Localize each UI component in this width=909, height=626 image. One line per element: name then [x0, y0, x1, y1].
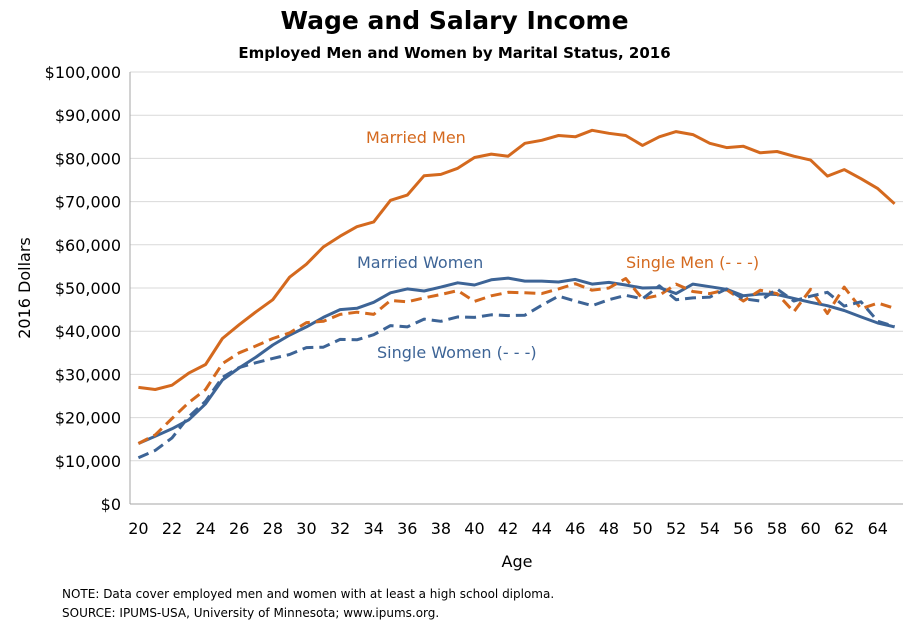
y-tick-label: $50,000	[55, 279, 121, 298]
y-tick-label: $40,000	[55, 322, 121, 341]
x-tick-label: 44	[532, 519, 552, 538]
x-tick-label: 22	[162, 519, 182, 538]
x-tick-label: 62	[834, 519, 854, 538]
x-tick-label: 30	[296, 519, 316, 538]
chart-title: Wage and Salary Income	[280, 6, 629, 35]
y-tick-label: $80,000	[55, 149, 121, 168]
x-tick-label: 36	[397, 519, 417, 538]
x-tick-label: 58	[767, 519, 787, 538]
y-tick-label: $60,000	[55, 236, 121, 255]
x-tick-label: 20	[128, 519, 148, 538]
x-axis-label: Age	[502, 552, 533, 571]
y-tick-label: $70,000	[55, 193, 121, 212]
annotation-married-men: Married Men	[366, 128, 466, 147]
x-tick-label: 32	[330, 519, 350, 538]
x-tick-label: 60	[800, 519, 820, 538]
y-tick-label: $10,000	[55, 452, 121, 471]
x-tick-label: 50	[632, 519, 652, 538]
y-axis-label: 2016 Dollars	[15, 237, 34, 339]
x-tick-label: 26	[229, 519, 249, 538]
y-axis-ticks: $0 $10,000 $20,000 $30,000 $40,000 $50,000 $60…	[45, 63, 121, 514]
x-tick-label: 48	[599, 519, 619, 538]
annotation-single-men: Single Men (- - -)	[626, 253, 759, 272]
x-tick-label: 54	[700, 519, 720, 538]
series-lines	[137, 128, 896, 460]
series-line-single-men	[137, 277, 896, 445]
gridlines	[130, 71, 903, 462]
annotation-married-women: Married Women	[357, 253, 483, 272]
x-tick-label: 64	[868, 519, 888, 538]
y-tick-label: $30,000	[55, 365, 121, 384]
x-tick-label: 28	[263, 519, 283, 538]
x-tick-label: 38	[431, 519, 451, 538]
footnote: NOTE: Data cover employed men and women …	[62, 587, 555, 601]
chart-subtitle: Employed Men and Women by Marital Status…	[238, 44, 671, 62]
x-tick-label: 24	[195, 519, 215, 538]
x-tick-label: 52	[666, 519, 686, 538]
x-tick-label: 40	[464, 519, 484, 538]
series-line-married-men	[138, 128, 896, 391]
source-note: SOURCE: IPUMS-USA, University of Minneso…	[62, 606, 440, 620]
x-axis-ticks: 20 22 24 26 28 30 32 34 36 38 40 42 44 46 48 50 52 54 56 58…	[128, 519, 888, 538]
y-tick-label: $90,000	[55, 106, 121, 125]
annotation-single-women: Single Women (- - -)	[377, 343, 537, 362]
y-tick-label: $100,000	[45, 63, 121, 82]
y-tick-label: $0	[101, 495, 121, 514]
y-tick-label: $20,000	[55, 409, 121, 428]
series-line-single-women	[137, 284, 896, 460]
x-tick-label: 42	[498, 519, 518, 538]
x-tick-label: 56	[733, 519, 753, 538]
x-tick-label: 34	[363, 519, 383, 538]
x-tick-label: 46	[565, 519, 585, 538]
